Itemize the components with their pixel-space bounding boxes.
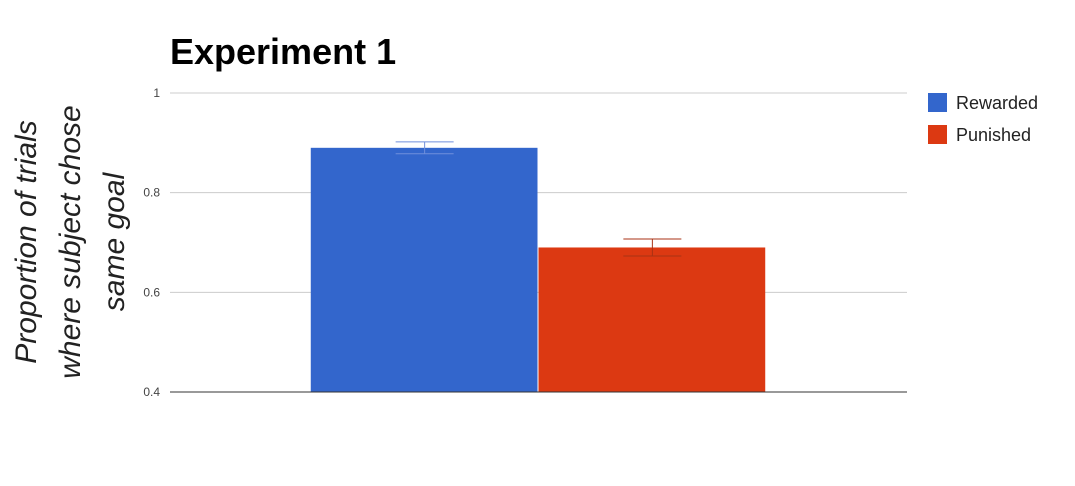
bars — [310, 147, 766, 392]
y-axis-ticks: 1 0.8 0.6 0.4 — [143, 86, 160, 399]
bar-rewarded — [310, 147, 538, 392]
chart-title: Experiment 1 — [170, 31, 397, 72]
legend-label-rewarded: Rewarded — [956, 93, 1038, 113]
y-axis-title-line: same goal — [98, 171, 131, 311]
y-tick-label: 0.8 — [143, 186, 160, 200]
error-bars — [395, 141, 682, 257]
legend: Rewarded Punished — [928, 93, 1038, 145]
y-axis-title-line: where subject chose — [54, 105, 87, 379]
y-axis-title: Proportion of trials where subject chose s… — [10, 105, 131, 379]
legend-swatch-punished — [928, 125, 947, 144]
y-tick-label: 0.6 — [143, 285, 160, 299]
y-tick-label: 1 — [153, 86, 160, 100]
y-tick-label: 0.4 — [143, 385, 160, 399]
bar-punished — [538, 247, 766, 392]
legend-swatch-rewarded — [928, 93, 947, 112]
y-axis-title-line: Proportion of trials — [10, 120, 43, 363]
legend-label-punished: Punished — [956, 125, 1031, 145]
